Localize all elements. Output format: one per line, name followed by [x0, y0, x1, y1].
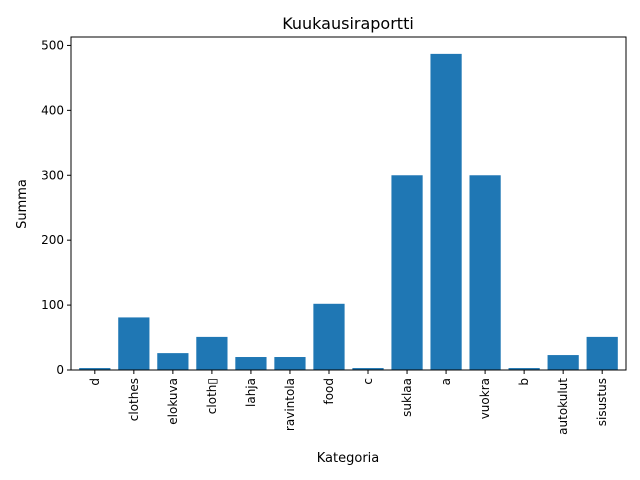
- bar-4: [235, 357, 267, 370]
- y-tick-label: 400: [41, 103, 64, 117]
- y-tick-label: 300: [41, 168, 64, 182]
- bar-0: [79, 368, 111, 370]
- bar-3: [196, 336, 228, 370]
- y-tick-label: 200: [41, 233, 64, 247]
- x-axis-label: Kategoria: [317, 451, 380, 466]
- bars-group: [79, 53, 618, 370]
- bar-13: [586, 336, 618, 370]
- plot-area-frame: [70, 36, 627, 371]
- x-tick-label: d: [88, 378, 102, 386]
- bar-1: [118, 317, 150, 370]
- bar-5: [274, 357, 306, 370]
- x-tick-label: food: [322, 378, 336, 405]
- x-tick-label: clothes: [127, 378, 141, 421]
- x-tick-label: elokuva: [166, 378, 180, 425]
- bar-8: [391, 175, 423, 370]
- x-tick-label: suklaa: [400, 378, 414, 417]
- y-tick-label: 0: [56, 363, 64, 377]
- chart-title: Kuukausiraportti: [282, 14, 414, 33]
- bar-7: [352, 368, 384, 370]
- bar-11: [508, 368, 540, 370]
- x-tick-label: vuokra: [478, 378, 492, 419]
- bar-12: [547, 355, 579, 370]
- y-tick-label: 500: [41, 38, 64, 52]
- x-tick-label: ravintola: [283, 378, 297, 431]
- x-tick-label: b: [517, 378, 531, 386]
- x-tick-label: sisustus: [595, 378, 609, 426]
- x-tick-label: lahja: [244, 378, 258, 407]
- x-tick-label: c: [361, 378, 375, 385]
- bar-2: [157, 353, 189, 370]
- bar-9: [430, 53, 462, 370]
- x-tick-label: autokulut: [556, 378, 570, 435]
- bar-6: [313, 303, 345, 370]
- y-tick-label: 100: [41, 298, 64, 312]
- x-tick-label: cloth▯: [205, 378, 219, 414]
- y-ticks-group: 0 100 200 300 400 500: [41, 38, 71, 377]
- x-tick-label: a: [439, 378, 453, 385]
- x-ticks-group: d clothes elokuva cloth▯ lahja ravintola food c…: [88, 370, 609, 435]
- bar-10: [469, 175, 501, 370]
- y-axis-label: Summa: [15, 179, 30, 229]
